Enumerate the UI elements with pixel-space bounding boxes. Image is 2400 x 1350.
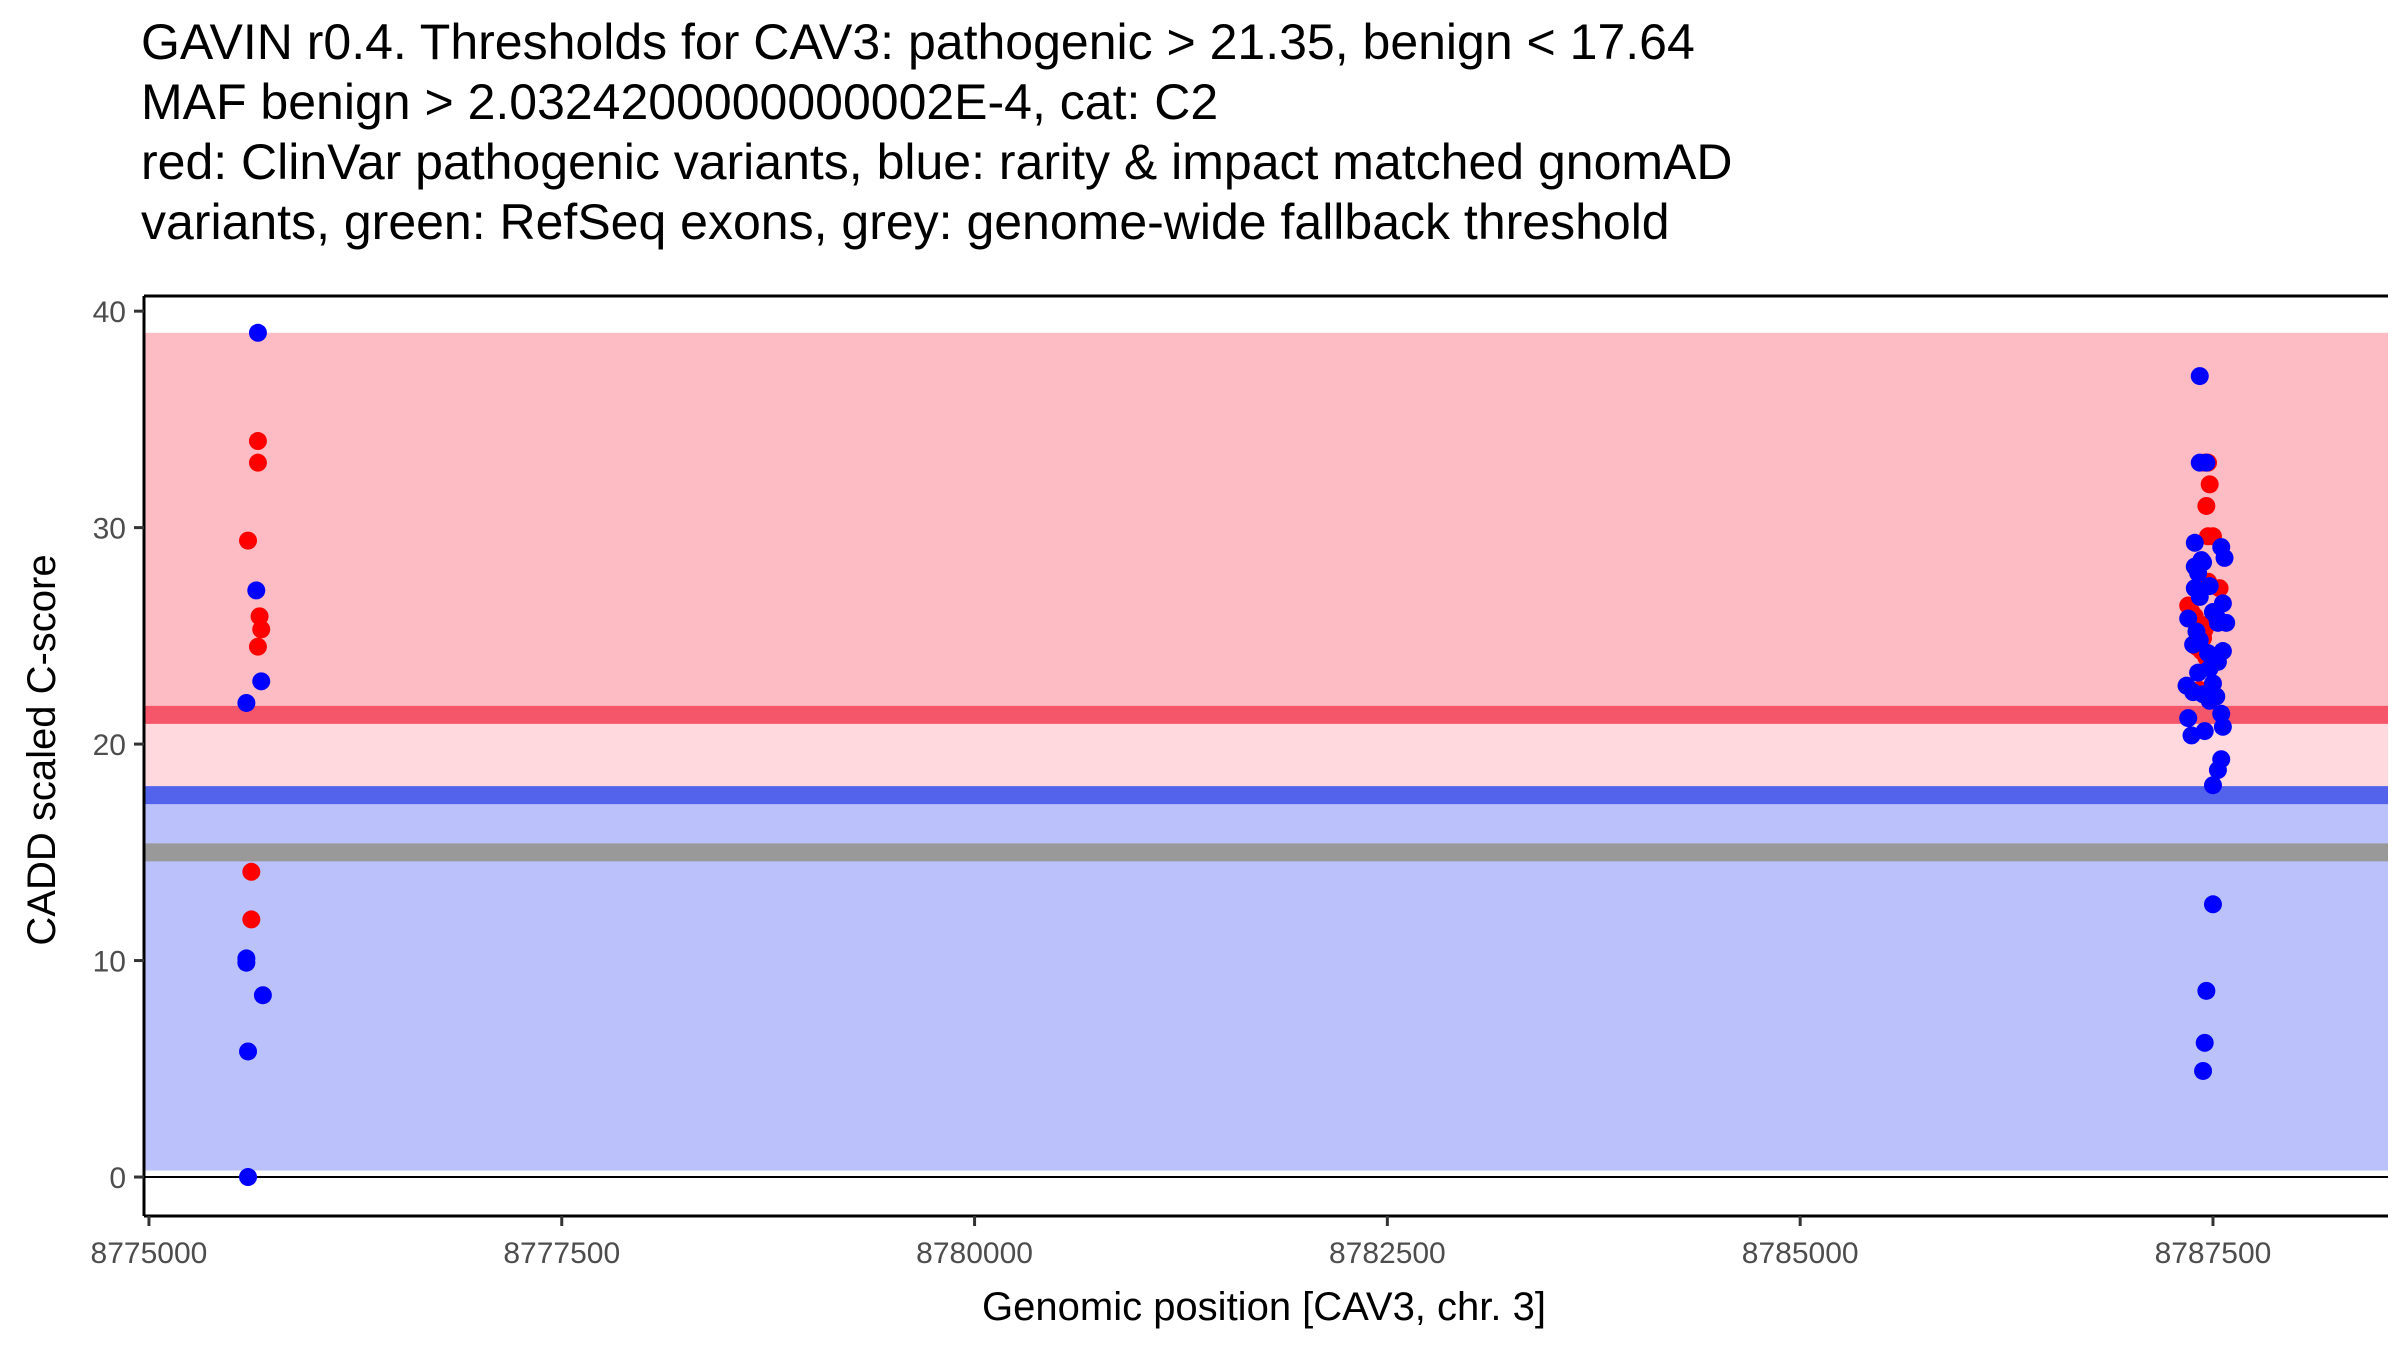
benign-point (2194, 1061, 2213, 1080)
benign-point (2213, 642, 2232, 661)
benign-point (2213, 717, 2232, 736)
y-tick-label: 20 (93, 729, 126, 762)
benign-point (2208, 761, 2227, 780)
y-tick-label: 30 (93, 513, 126, 546)
pathogenic-point (242, 910, 261, 929)
benign-point (2179, 709, 2198, 728)
pathogenic-point (248, 432, 267, 451)
pathogenic-point (239, 531, 258, 550)
benign-point (2195, 722, 2214, 741)
benign-point (239, 1042, 258, 1061)
title-line-1: GAVIN r0.4. Thresholds for CAV3: pathoge… (141, 14, 1695, 70)
benign-point (2203, 895, 2222, 914)
benign-point (2185, 533, 2204, 552)
pathogenic-point (2200, 475, 2219, 494)
benign-point (2190, 367, 2209, 386)
benign-point (2203, 776, 2222, 795)
x-tick-label: 8775000 (91, 1237, 208, 1270)
benign-point (2179, 609, 2198, 628)
benign-point (252, 672, 271, 691)
pathogenic-point (2197, 496, 2216, 515)
benign-point (253, 986, 272, 1005)
y-axis-ticks: 0 10 20 30 40 (93, 296, 144, 1195)
pathogenic-point (248, 637, 267, 656)
y-axis-title: CADD scaled C-score (20, 554, 64, 945)
x-axis-title: Genomic position [CAV3, chr. 3] (982, 1285, 1546, 1329)
benign-point (2213, 594, 2232, 613)
x-axis-ticks: 8775000 8777500 8780000 8782500 8785000 87875… (91, 1216, 2272, 1270)
x-tick-label: 8782500 (1329, 1237, 1446, 1270)
benign-point (237, 693, 256, 712)
benign-point (2197, 981, 2216, 1000)
threshold-lines (144, 705, 2388, 862)
pathogenic-uncertain-region (144, 714, 2388, 796)
y-tick-label: 10 (93, 946, 126, 979)
benign-point (2184, 635, 2203, 654)
benign-point (2200, 659, 2219, 678)
benign-point (2194, 553, 2213, 572)
benign-point (248, 323, 267, 342)
chart-title: GAVIN r0.4. Thresholds for CAV3: pathoge… (141, 12, 2361, 252)
x-tick-label: 8787500 (2155, 1237, 2272, 1270)
title-line-4: variants, green: RefSeq exons, grey: gen… (141, 194, 1670, 250)
benign-point (2207, 687, 2226, 706)
pathogenic-point (252, 620, 271, 639)
data-points (237, 323, 2236, 1187)
benign-point (2200, 577, 2219, 596)
title-line-2: MAF benign > 2.0324200000000002E-4, cat:… (141, 74, 1219, 130)
title-line-3: red: ClinVar pathogenic variants, blue: … (141, 134, 1733, 190)
benign-point (239, 1168, 258, 1187)
pathogenic-region (144, 332, 2388, 715)
pathogenic-point (248, 453, 267, 472)
benign-point (2208, 613, 2227, 632)
y-tick-label: 0 (109, 1162, 126, 1195)
benign-point (2215, 548, 2234, 567)
axes (142, 294, 2388, 1218)
benign-point (247, 581, 266, 600)
pathogenic-point (242, 862, 261, 881)
benign-point (237, 953, 256, 972)
y-tick-label: 40 (93, 296, 126, 329)
threshold-regions (144, 332, 2388, 1171)
benign-point (2195, 1033, 2214, 1052)
x-tick-label: 8780000 (916, 1237, 1033, 1270)
benign-point (2197, 453, 2216, 472)
x-tick-label: 8785000 (1742, 1237, 1859, 1270)
x-tick-label: 8777500 (503, 1237, 620, 1270)
